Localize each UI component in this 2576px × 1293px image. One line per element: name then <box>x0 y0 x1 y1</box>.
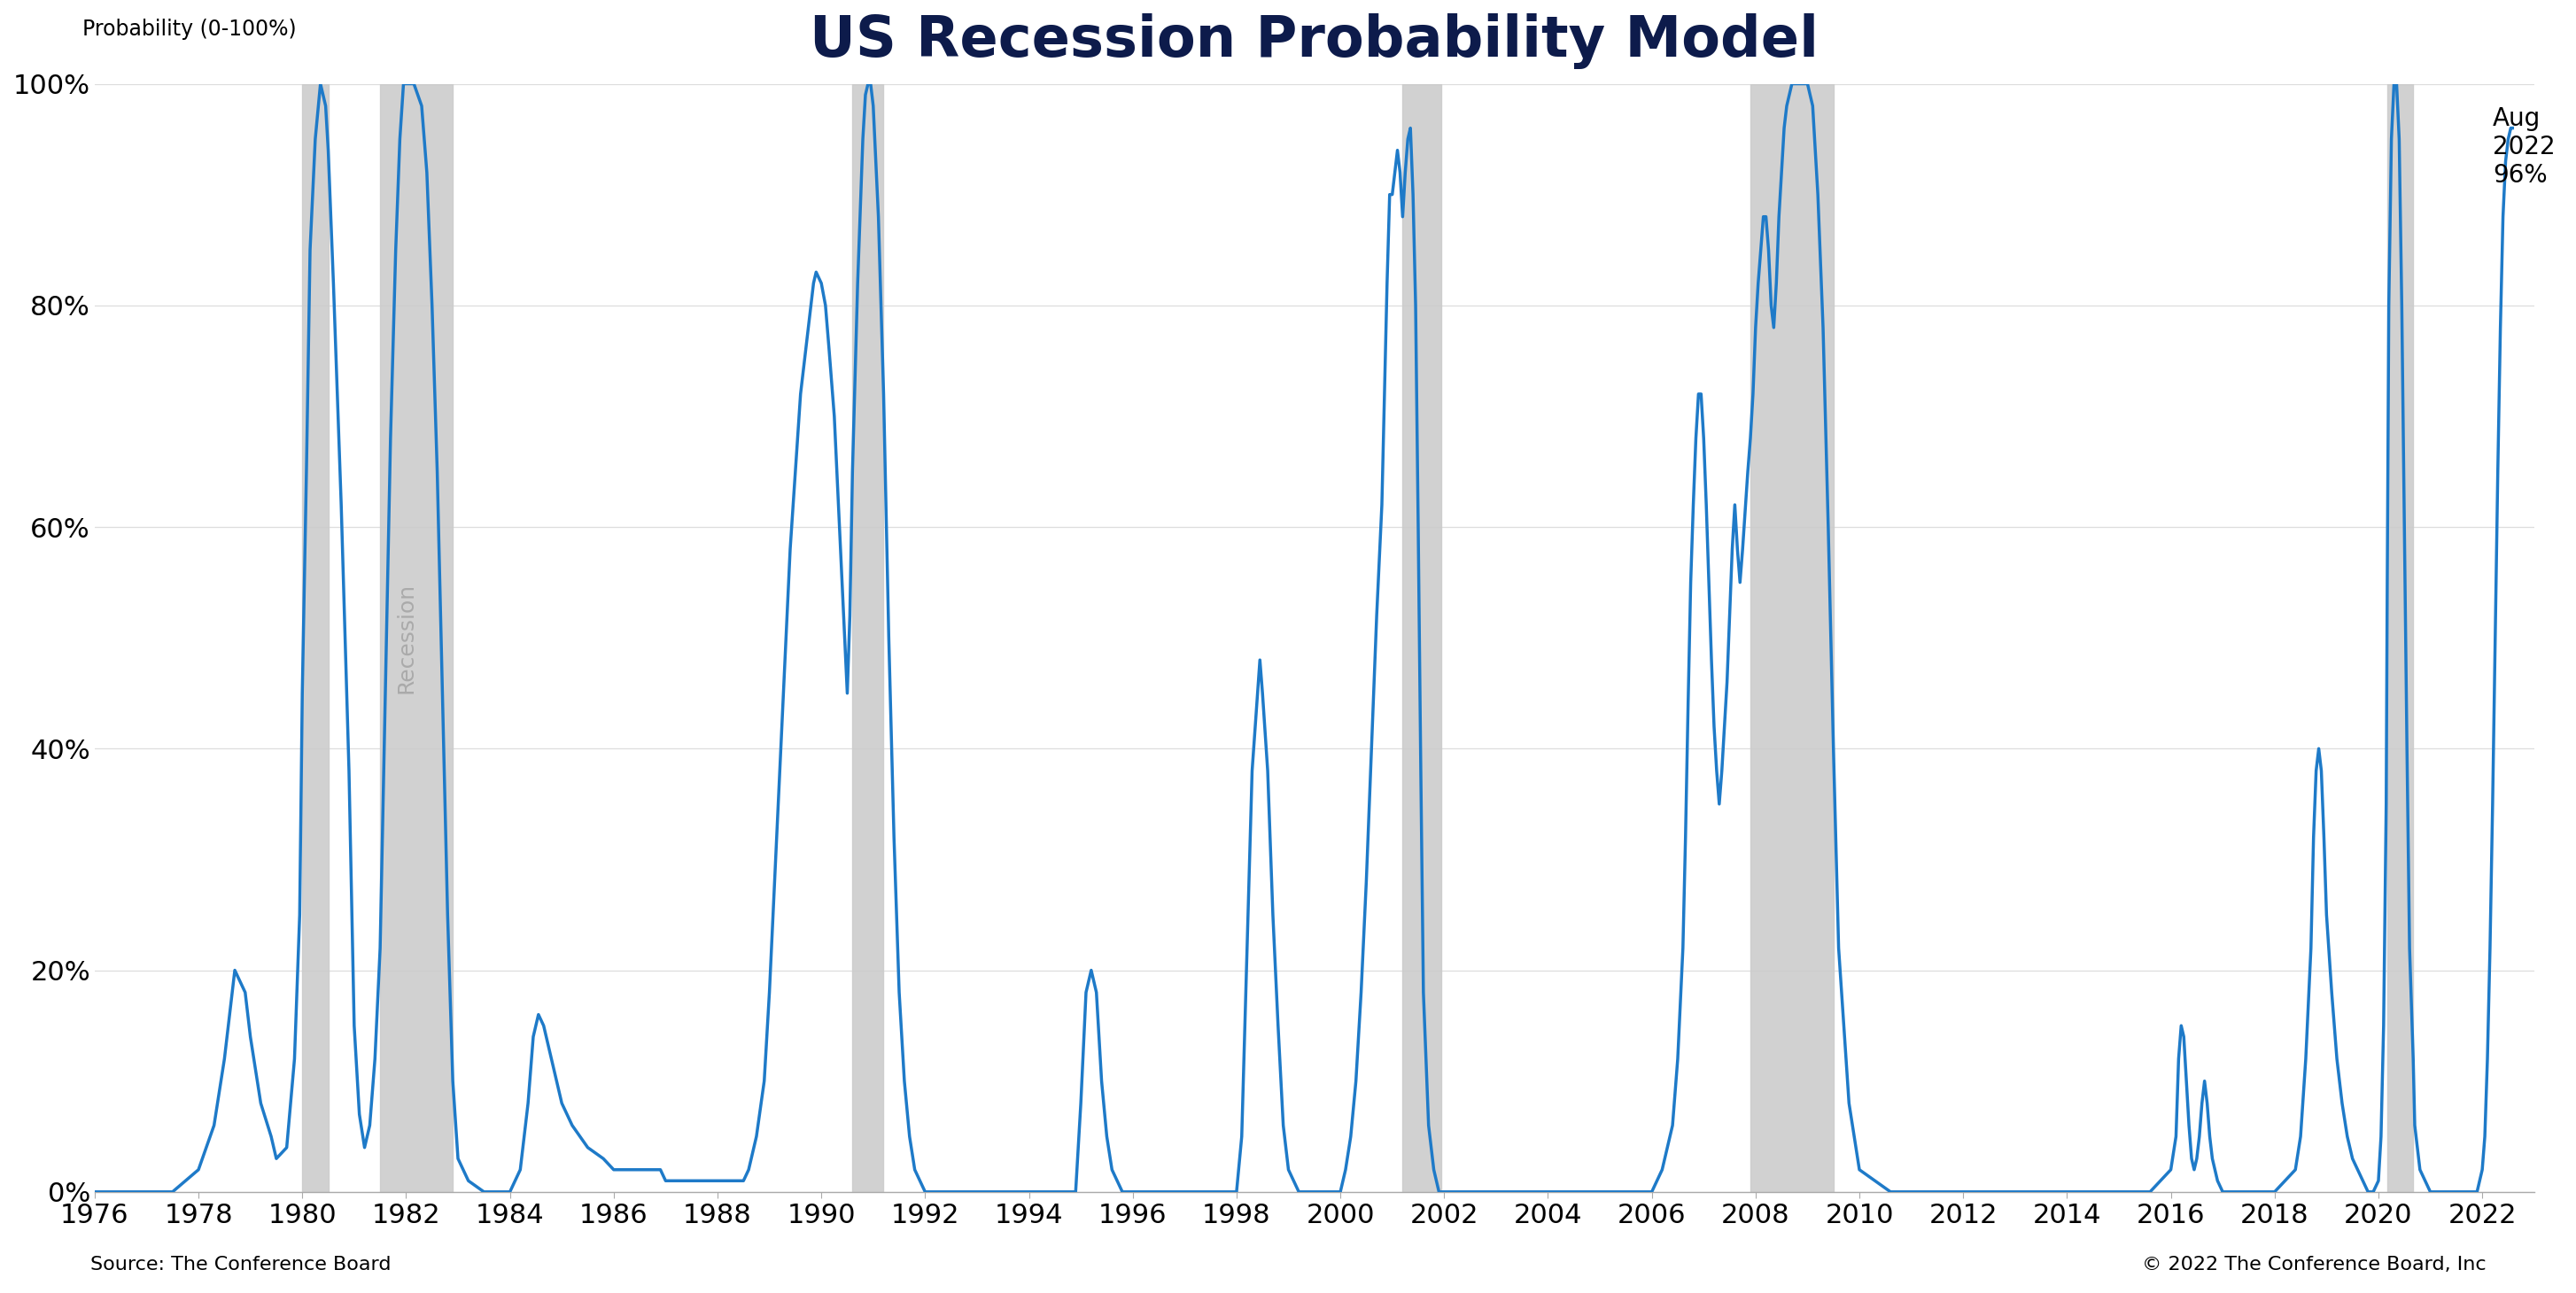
Text: Source: The Conference Board: Source: The Conference Board <box>90 1256 392 1274</box>
Text: © 2022 The Conference Board, Inc: © 2022 The Conference Board, Inc <box>2141 1256 2486 1274</box>
Bar <box>1749 84 1834 1192</box>
Bar <box>853 84 884 1192</box>
Bar <box>381 84 453 1192</box>
Bar <box>2388 84 2414 1192</box>
Bar <box>301 84 327 1192</box>
Bar <box>1404 84 1443 1192</box>
Text: Aug
2022
96%: Aug 2022 96% <box>2494 106 2555 187</box>
Text: Recession: Recession <box>397 582 417 693</box>
Title: US Recession Probability Model: US Recession Probability Model <box>809 13 1819 69</box>
Text: Probability (0-100%): Probability (0-100%) <box>82 18 296 39</box>
